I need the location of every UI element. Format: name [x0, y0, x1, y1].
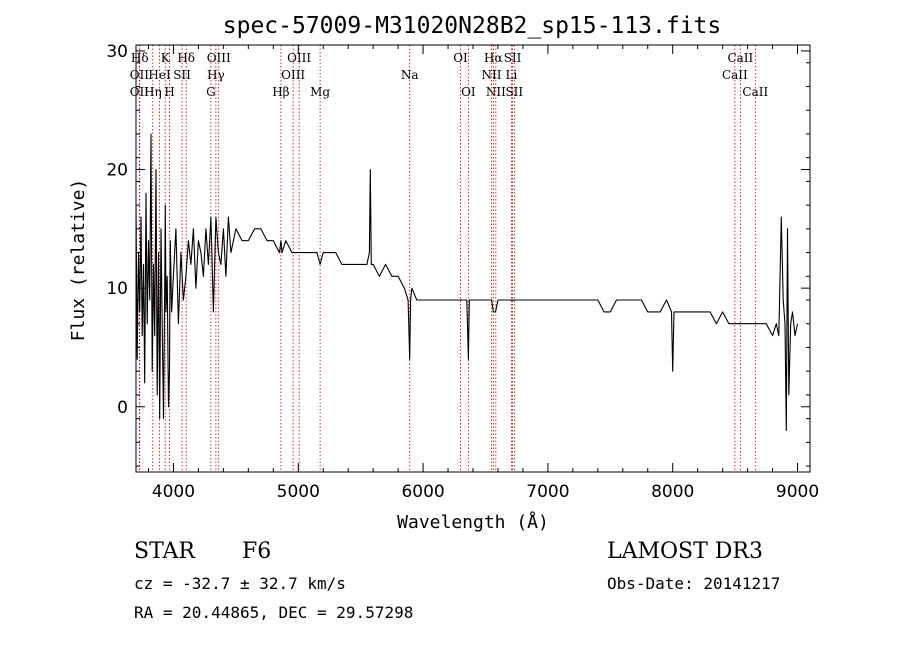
line-label-21: NII [486, 85, 506, 99]
line-label-22: SII [504, 51, 522, 65]
line-label-12: OIII [287, 51, 311, 65]
spectral-line-markers [138, 45, 756, 472]
line-label-25: CaII [727, 51, 753, 65]
y-tick-label-0: 0 [117, 398, 128, 418]
plot-frame [135, 44, 811, 473]
line-label-13: OIII [281, 68, 305, 82]
line-label-3: K [161, 51, 171, 65]
line-label-8: Hδ [177, 51, 195, 65]
x-tick-label-1: 5000 [277, 482, 320, 502]
radial-velocity: cz = -32.7 ± 32.7 km/s [134, 574, 346, 593]
line-label-5: Hη [144, 85, 162, 99]
survey-name: LAMOST DR3 [607, 539, 763, 564]
y-axis: 0 10 20 30 [106, 42, 810, 467]
x-axis: 4000 5000 6000 7000 8000 9000 [147, 45, 819, 502]
line-label-1: OII [130, 68, 150, 82]
line-label-23: Li [506, 68, 518, 82]
x-tick-label-3: 7000 [526, 482, 569, 502]
object-class: STAR [134, 539, 195, 564]
line-label-18: OI [461, 85, 476, 99]
line-label-20: NII [481, 68, 501, 82]
line-label-2: OII [130, 85, 150, 99]
y-tick-label-3: 30 [106, 42, 128, 62]
y-tick-label-2: 20 [106, 161, 128, 181]
line-label-0: Hδ [131, 51, 149, 65]
line-label-17: OI [453, 51, 468, 65]
x-tick-label-0: 4000 [152, 482, 195, 502]
line-label-16: Na [401, 68, 419, 82]
line-label-15: Mg [310, 85, 330, 99]
flux-series-line [135, 133, 799, 432]
line-label-19: Hα [484, 51, 503, 65]
x-tick-label-5: 9000 [776, 482, 819, 502]
coordinates: RA = 20.44865, DEC = 29.57298 [134, 603, 414, 622]
line-label-11: G [206, 85, 216, 99]
y-axis-label: Flux (relative) [68, 179, 89, 342]
line-label-26: CaII [722, 68, 748, 82]
line-label-7: H [164, 85, 174, 99]
spectral-line-labels: Hδ OII OII K HeI Hη SII H Hδ OIII Hγ G OIII OIII Hβ Mg N… [130, 51, 769, 99]
line-label-14: Hβ [272, 85, 289, 99]
x-tick-label-2: 6000 [401, 482, 444, 502]
x-tick-label-4: 8000 [651, 482, 694, 502]
x-axis-label: Wavelength (Å) [397, 511, 549, 533]
line-label-24: SII [505, 85, 523, 99]
line-label-9: OIII [207, 51, 231, 65]
observation-date: Obs-Date: 20141217 [607, 574, 781, 593]
line-label-4: HeI [148, 68, 171, 82]
line-label-27: CaII [742, 85, 768, 99]
object-subclass: F6 [242, 539, 272, 564]
chart-title: spec-57009-M31020N28B2_sp15-113.fits [223, 13, 722, 39]
line-label-10: Hγ [207, 68, 225, 82]
y-tick-label-1: 10 [106, 279, 128, 299]
line-label-6: SII [173, 68, 191, 82]
